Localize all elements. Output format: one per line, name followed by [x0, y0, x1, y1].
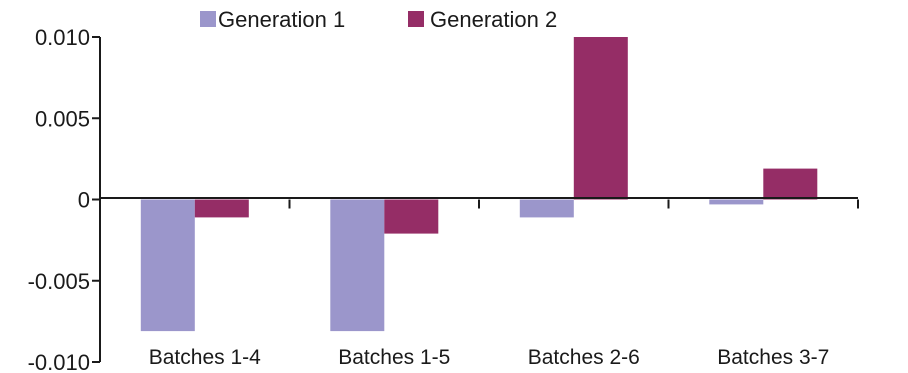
- legend-swatch-generation-1: [200, 11, 216, 27]
- y-tick-label: -0.005: [28, 269, 90, 294]
- bar-1-2: [330, 199, 385, 332]
- x-ticks: [288, 199, 859, 209]
- bar-2-3: [573, 37, 628, 200]
- bar-1-1: [140, 199, 195, 332]
- y-tick-label: 0: [78, 188, 90, 213]
- category-label: Batches 3-7: [717, 346, 829, 369]
- category-label: Batches 2-6: [528, 346, 640, 369]
- y-tick-label: -0.010: [28, 350, 90, 373]
- legend-label-generation-1: Generation 1: [218, 7, 345, 32]
- y-tick-label: 0.005: [35, 106, 90, 131]
- bars: [140, 37, 818, 332]
- bar-2-1: [194, 199, 249, 218]
- legend: Generation 1 Generation 2: [200, 7, 557, 32]
- legend-label-generation-2: Generation 2: [430, 7, 557, 32]
- category-labels: Batches 1-4 Batches 1-5 Batches 2-6 Batches…: [149, 346, 830, 369]
- category-label: Batches 1-5: [338, 346, 450, 369]
- bar-1-3: [519, 199, 574, 218]
- y-tick-label: 0.010: [35, 25, 90, 50]
- bar-2-4: [763, 168, 818, 200]
- bar-2-2: [384, 199, 439, 234]
- y-ticks: 0.010 0.005 0 -0.005 -0.010: [28, 25, 100, 373]
- bar-1-4: [709, 199, 764, 205]
- category-label: Batches 1-4: [149, 346, 261, 369]
- legend-swatch-generation-2: [408, 11, 424, 27]
